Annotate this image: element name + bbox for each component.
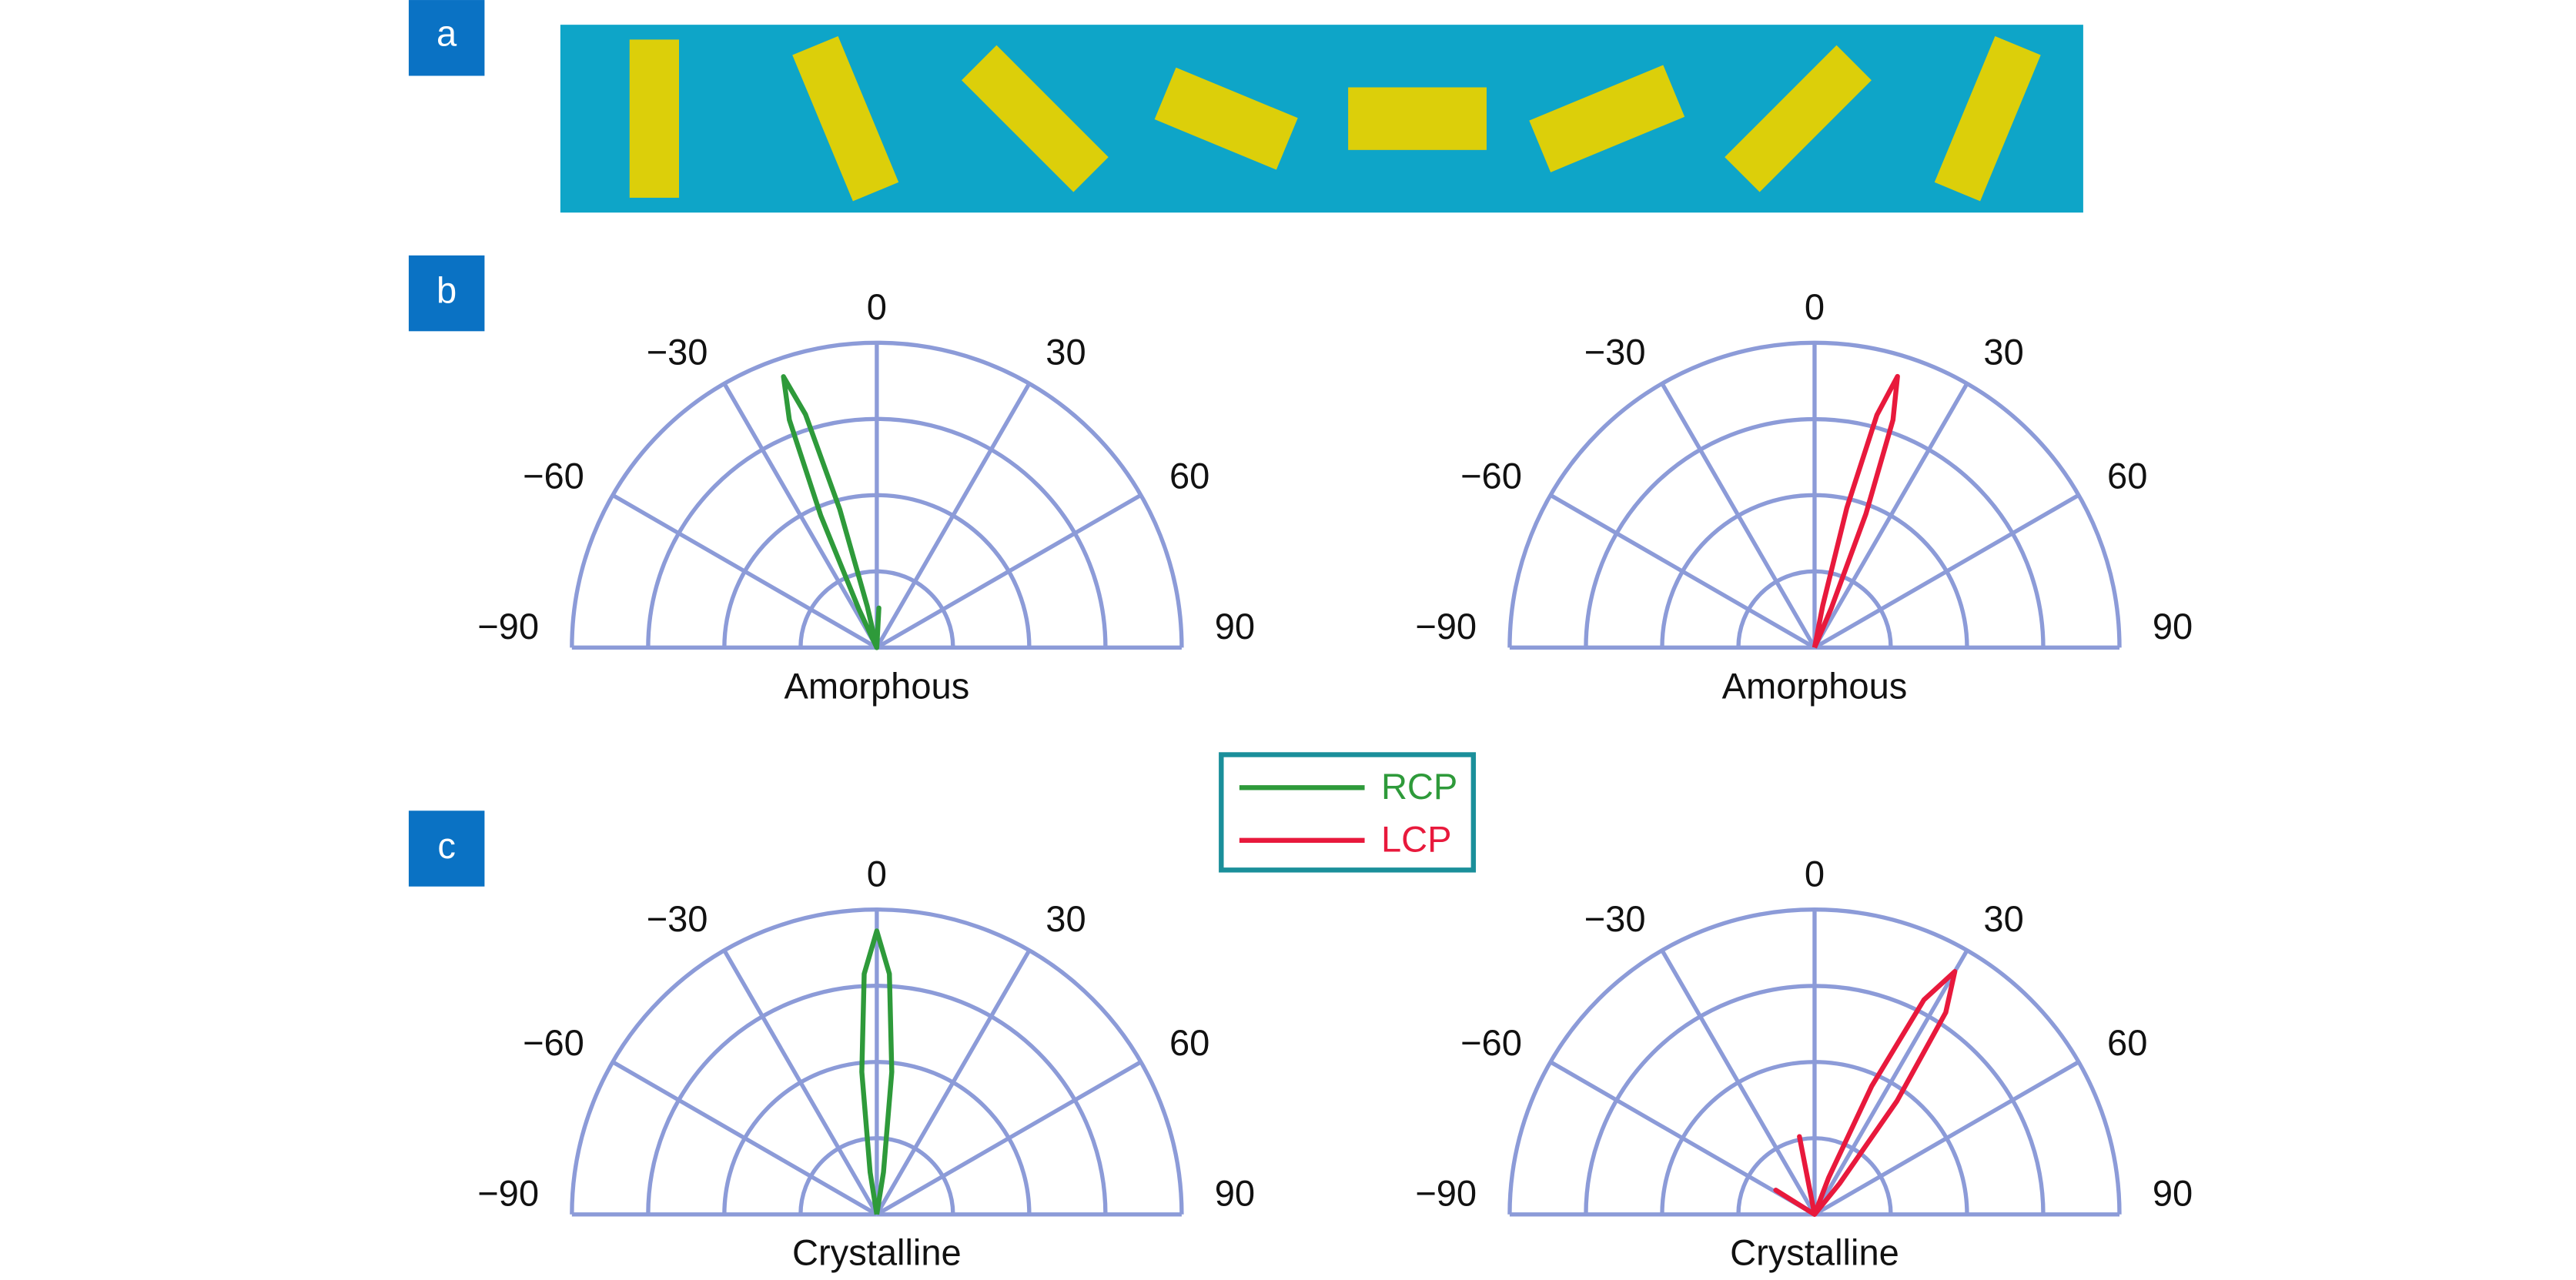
grid-spoke — [1812, 949, 1969, 1216]
series-line — [1773, 969, 1958, 1217]
nanorod — [962, 45, 1109, 192]
theta-tick-label: −60 — [523, 1022, 584, 1063]
nanorod — [1348, 87, 1487, 150]
legend-box — [1219, 752, 1477, 873]
theta-tick-label: 90 — [1215, 606, 1255, 647]
theta-tick-label: 30 — [1983, 898, 2023, 939]
theta-tick-label: 0 — [867, 853, 887, 894]
theta-tick-label: −90 — [477, 1173, 539, 1214]
metasurface — [560, 25, 2083, 213]
chart-caption: Amorphous — [785, 665, 970, 706]
nanorods — [629, 35, 2041, 202]
grid-spoke — [875, 383, 1032, 649]
grid-spoke — [1813, 1060, 2080, 1217]
panel-label: b — [437, 270, 457, 311]
grid-spoke — [1813, 493, 2080, 650]
chart-caption: Crystalline — [1730, 1232, 1899, 1273]
legend-label: LCP — [1381, 818, 1452, 859]
theta-tick-label: −30 — [647, 898, 708, 939]
nanorod — [1154, 67, 1298, 170]
theta-tick-label: 30 — [1983, 332, 2023, 373]
series-line — [781, 374, 882, 650]
grid-spoke — [1660, 383, 1817, 649]
theta-tick-label: −60 — [1460, 1022, 1522, 1063]
nanorod — [1934, 35, 2041, 202]
series-line — [859, 928, 895, 1215]
substrate — [560, 25, 2083, 213]
nanorod — [792, 35, 899, 202]
nanorod — [1529, 65, 1685, 172]
grid-spoke — [875, 949, 1032, 1216]
grid-spoke — [611, 493, 878, 650]
chart-caption: Crystalline — [792, 1232, 962, 1273]
theta-tick-label: 60 — [2107, 1022, 2147, 1063]
grid-spoke — [722, 383, 879, 649]
panel-label-bg — [408, 0, 485, 76]
chart-caption: Amorphous — [1722, 665, 1908, 706]
theta-tick-label: −30 — [1584, 332, 1646, 373]
theta-tick-label: −90 — [1415, 606, 1477, 647]
series-line — [1812, 373, 1900, 649]
theta-tick-label: 30 — [1045, 332, 1086, 373]
legend: RCP LCP — [1219, 752, 1477, 873]
grid-spoke — [1812, 383, 1969, 649]
theta-tick-label: −90 — [1415, 1173, 1477, 1214]
grid-spoke — [1660, 949, 1817, 1216]
theta-tick-label: 60 — [1169, 455, 1209, 496]
panel-label-bg — [408, 810, 485, 887]
theta-tick-label: −60 — [1460, 455, 1522, 496]
theta-tick-label: 90 — [1215, 1173, 1255, 1214]
panel-label: c — [437, 825, 456, 866]
nanorod — [629, 39, 679, 198]
grid-spoke — [875, 1060, 1142, 1217]
grid-spoke — [722, 949, 879, 1216]
theta-tick-label: 0 — [1805, 853, 1825, 894]
legend-label: RCP — [1381, 766, 1457, 807]
grid-spoke — [875, 493, 1142, 650]
grid-spoke — [611, 1060, 878, 1217]
theta-tick-label: 60 — [2107, 455, 2147, 496]
grid-spoke — [1549, 1060, 1816, 1217]
theta-tick-label: 30 — [1045, 898, 1086, 939]
panel-label-box: a b c — [408, 0, 485, 887]
theta-tick-label: 90 — [2153, 606, 2193, 647]
theta-tick-label: 60 — [1169, 1022, 1209, 1063]
theta-tick-label: 0 — [867, 286, 887, 327]
grid-spoke — [1549, 493, 1816, 650]
theta-tick-label: −30 — [647, 332, 708, 373]
panel-label: a — [437, 13, 457, 54]
theta-tick-label: −90 — [477, 606, 539, 647]
nanorod — [1725, 45, 1872, 192]
theta-tick-label: 0 — [1805, 286, 1825, 327]
panel-label-bg — [408, 255, 485, 332]
theta-tick-label: 90 — [2153, 1173, 2193, 1214]
theta-tick-label: −30 — [1584, 898, 1646, 939]
theta-tick-label: −60 — [523, 455, 584, 496]
